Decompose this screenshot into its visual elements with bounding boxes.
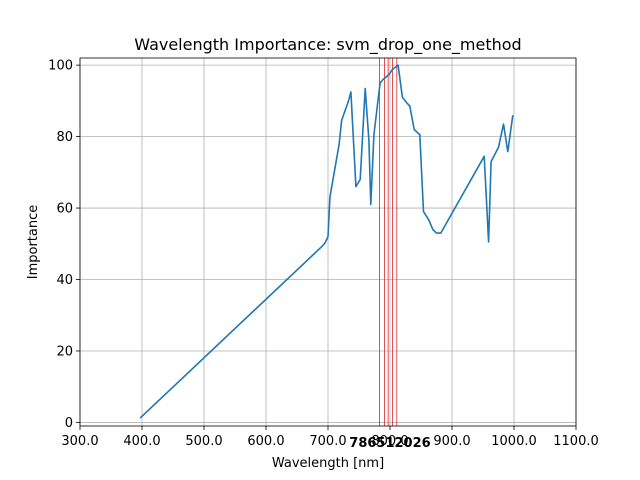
x-tick-label: 600.0 <box>247 434 284 449</box>
y-tick-label: 20 <box>56 344 73 359</box>
y-tick-label: 80 <box>56 130 73 145</box>
x-tick-label: 900.0 <box>433 434 470 449</box>
x-tick-label: 300.0 <box>61 434 98 449</box>
marker-labels: 786512026 <box>349 436 430 451</box>
marker-layer <box>379 58 398 426</box>
chart-title: Wavelength Importance: svm_drop_one_meth… <box>134 35 521 55</box>
x-tick-label: 1000.0 <box>491 434 537 449</box>
y-tick-label: 0 <box>65 416 73 431</box>
x-tick-label: 400.0 <box>123 434 160 449</box>
x-tick-label: 700.0 <box>309 434 346 449</box>
x-tick-label: 500.0 <box>185 434 222 449</box>
y-tick-label: 40 <box>56 273 73 288</box>
x-axis-ticks: 300.0 400.0 500.0 600.0 700.0 800.0 900.0 1000.… <box>61 426 599 449</box>
x-tick-label: 1100.0 <box>553 434 599 449</box>
series-layer <box>139 64 514 419</box>
y-tick-label: 100 <box>48 59 73 74</box>
y-axis-ticks: 0 20 40 60 80 100 <box>48 59 80 431</box>
y-tick-label: 60 <box>56 202 73 217</box>
importance-series-line <box>139 64 514 419</box>
x-tick-label: 800.0 <box>371 434 408 449</box>
x-axis-label: Wavelength [nm] <box>272 456 384 471</box>
y-axis-label: Importance <box>26 205 41 280</box>
grid-layer <box>79 58 577 426</box>
